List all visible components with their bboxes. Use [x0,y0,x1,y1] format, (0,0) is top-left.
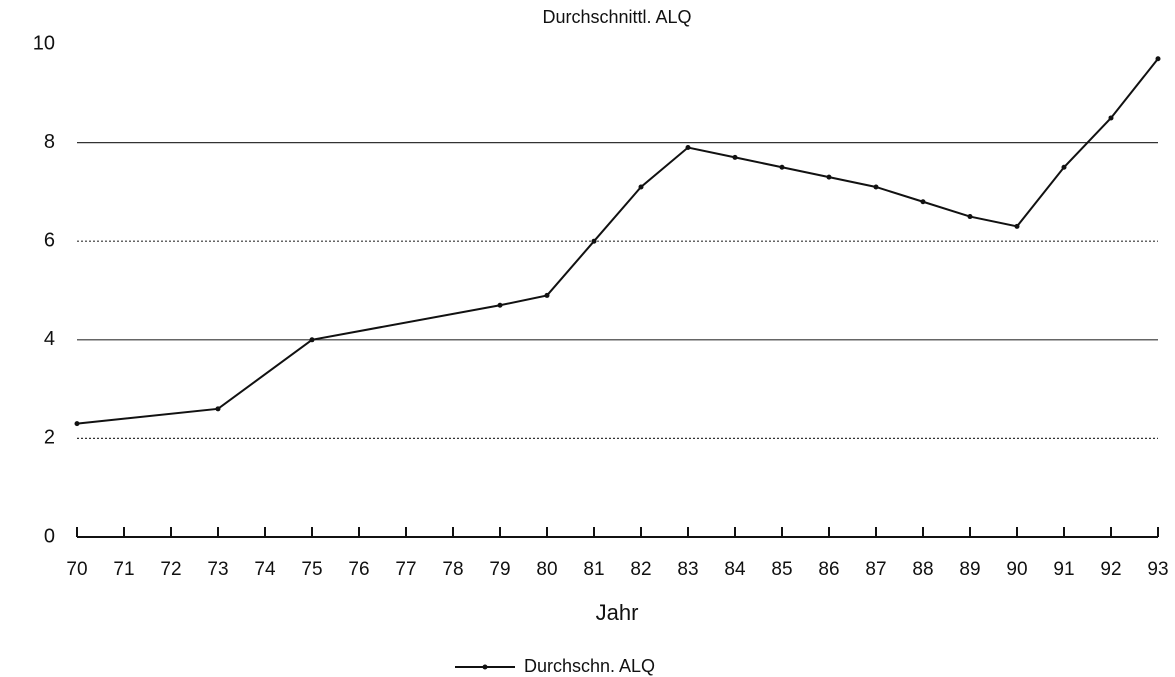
x-tick-label: 91 [1053,559,1074,580]
x-tick-label: 83 [677,559,698,580]
x-tick-label: 92 [1100,559,1121,580]
point [1061,164,1067,170]
point [732,154,738,160]
y-tick-label: 0 [44,525,55,547]
point [638,184,644,190]
point [1108,115,1114,121]
point [967,214,973,220]
point [920,199,926,205]
x-tick-label: 73 [207,559,228,580]
x-tick-label: 77 [395,559,416,580]
x-tick-label: 70 [66,559,87,580]
x-tick-label: 89 [959,559,980,580]
chart-title: Durchschnittl. ALQ [542,7,691,27]
y-tick-label: 4 [44,328,55,350]
x-tick-label: 79 [489,559,510,580]
point [215,406,221,412]
y-tick-label: 10 [33,32,55,54]
legend-point [482,664,488,670]
x-tick-label: 87 [865,559,886,580]
x-tick-label: 71 [113,559,134,580]
point [309,337,315,343]
point [685,145,691,151]
point [544,292,550,298]
x-tick-label: 88 [912,559,933,580]
x-tick-label: 80 [536,559,557,580]
x-axis-label: Jahr [596,600,639,625]
point [591,238,597,244]
x-tick-label: 82 [630,559,651,580]
point [1014,223,1020,229]
point [779,164,785,170]
y-tick-label: 8 [44,131,55,153]
point [873,184,879,190]
x-tick-label: 84 [724,559,746,580]
x-tick-label: 74 [254,559,276,580]
x-tick-label: 93 [1147,559,1168,580]
y-tick-label: 2 [44,427,55,449]
legend-label: Durchschn. ALQ [524,656,655,676]
x-tick-label: 76 [348,559,369,580]
x-tick-label: 86 [818,559,839,580]
point [826,174,832,180]
line [76,58,1159,425]
point [1155,56,1161,62]
x-tick-label: 85 [771,559,792,580]
x-tick-label: 78 [442,559,463,580]
x-tick-label: 72 [160,559,181,580]
point [497,302,503,308]
x-tick-label: 81 [583,559,604,580]
point [74,421,80,427]
x-tick-label: 90 [1006,559,1027,580]
y-tick-label: 6 [44,229,55,251]
x-tick-label: 75 [301,559,322,580]
